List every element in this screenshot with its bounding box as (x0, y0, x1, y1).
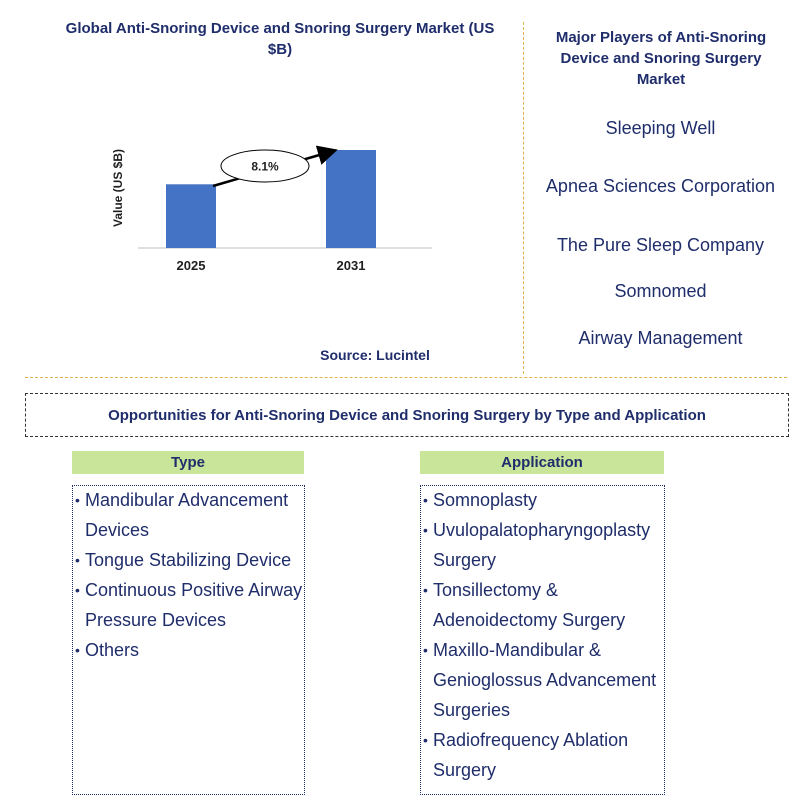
type-list: Mandibular Advancement Devices Tongue St… (72, 485, 305, 795)
y-axis-label: Value (US $B) (111, 149, 125, 227)
bar-2025 (166, 184, 216, 248)
x-tick-label-2031: 2031 (337, 258, 366, 273)
cagr-label: 8.1% (251, 160, 279, 174)
list-item: Uvulopalatopharyngoplasty Surgery (421, 515, 664, 575)
x-tick-label-2025: 2025 (177, 258, 206, 273)
opportunities-title: Opportunities for Anti-Snoring Device an… (25, 393, 789, 437)
source-label: Source: Lucintel (320, 347, 430, 363)
list-item: Tonsillectomy & Adenoidectomy Surgery (421, 575, 664, 635)
horizontal-divider (25, 377, 787, 378)
bar-chart: Value (US $B) 2025 2031 8.1% (111, 145, 432, 273)
list-item: Maxillo-Mandibular & Genioglossus Advanc… (421, 635, 664, 725)
list-item: Others (73, 635, 304, 665)
list-item: Mandibular Advancement Devices (73, 485, 304, 545)
player-item: Somnomed (614, 281, 707, 301)
player-item: Airway Management (578, 328, 743, 348)
bar-2031 (326, 150, 376, 248)
type-header: Type (72, 451, 304, 474)
chart-title: Global Anti-Snoring Device and Snoring S… (65, 20, 495, 58)
vertical-divider (523, 22, 524, 374)
list-item: Continuous Positive Airway Pressure Devi… (73, 575, 304, 635)
list-item: Somnoplasty (421, 485, 664, 515)
players-title: Major Players of Anti-Snoring Device and… (555, 29, 767, 88)
application-header: Application (420, 451, 664, 474)
player-item: Apnea Sciences Corporation (545, 176, 776, 196)
player-item: The Pure Sleep Company (556, 235, 765, 255)
application-list: Somnoplasty Uvulopalatopharyngoplasty Su… (420, 485, 665, 795)
player-item: Sleeping Well (605, 118, 716, 138)
cagr-ellipse (220, 149, 310, 183)
list-item: Radiofrequency Ablation Surgery (421, 725, 664, 785)
list-item: Tongue Stabilizing Device (73, 545, 304, 575)
